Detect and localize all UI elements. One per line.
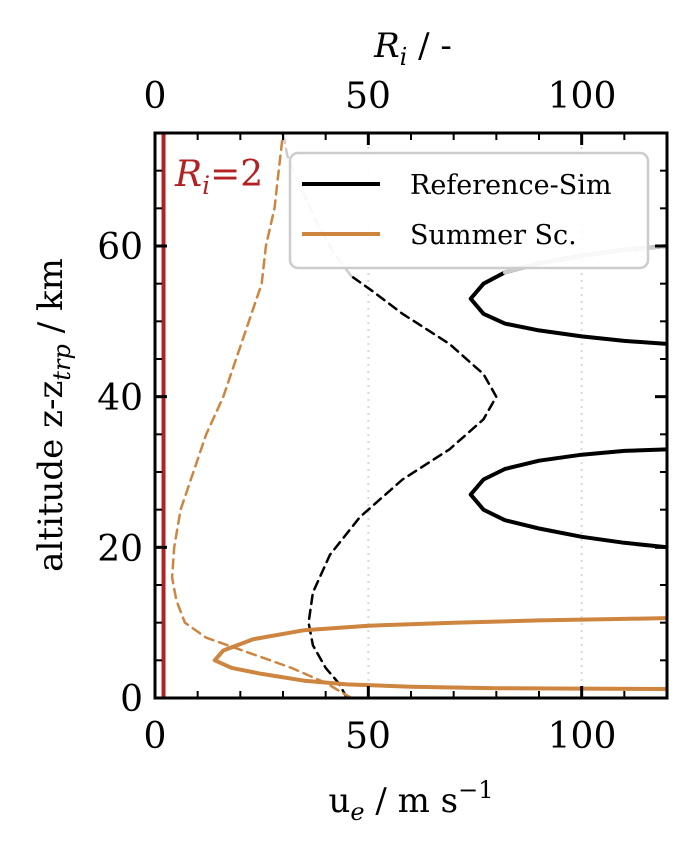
series-line-0 xyxy=(468,447,667,550)
x2-tick-label-50: 50 xyxy=(345,76,391,117)
x2-tick-label-0: 0 xyxy=(144,76,167,117)
x-axis-label-main: u xyxy=(328,781,350,821)
ri-threshold-label-main: R xyxy=(174,154,202,195)
x-axis-label-sup: −1 xyxy=(458,776,493,804)
y-axis-label-unit: / km xyxy=(31,258,71,344)
x2-tick-label-100: 100 xyxy=(548,76,617,117)
x-axis-label-unit: / m s xyxy=(365,781,459,821)
y-tick-label-60: 60 xyxy=(97,227,143,268)
ri-threshold-label: Ri=2 xyxy=(174,154,263,200)
x2-axis-label: Ri / - xyxy=(373,26,452,71)
legend-box xyxy=(288,151,650,270)
y-tick-label-20: 20 xyxy=(97,529,143,570)
legend: Reference-Sim Summer Sc. xyxy=(288,151,650,270)
x-tick-label-100: 100 xyxy=(548,716,617,757)
ri-threshold-label-sub: i xyxy=(202,171,210,200)
series-line-5 xyxy=(212,616,667,691)
x-tick-label-0: 0 xyxy=(144,716,167,757)
legend-label-reference: Reference-Sim xyxy=(410,170,612,201)
x2-axis-label-main: R xyxy=(373,26,400,66)
y-axis-label-sub: trp xyxy=(48,344,76,380)
x-axis-label: ue / m s−1 xyxy=(328,776,493,826)
x-tick-label-50: 50 xyxy=(345,716,391,757)
x-axis-label-sub: e xyxy=(350,798,364,826)
ri-threshold-label-rest: =2 xyxy=(210,154,263,195)
x2-axis-label-unit: / - xyxy=(407,26,452,66)
y-axis-label: altitude z-ztrp / km xyxy=(31,258,76,572)
y-axis-label-main: altitude z-z xyxy=(31,381,71,572)
series-line-3 xyxy=(307,274,498,698)
y-tick-label-0: 0 xyxy=(120,679,143,720)
series-line-6 xyxy=(170,133,353,698)
x2-axis-label-sub: i xyxy=(400,43,408,71)
y-tick-label-40: 40 xyxy=(97,378,143,419)
legend-label-summer: Summer Sc. xyxy=(410,220,577,251)
